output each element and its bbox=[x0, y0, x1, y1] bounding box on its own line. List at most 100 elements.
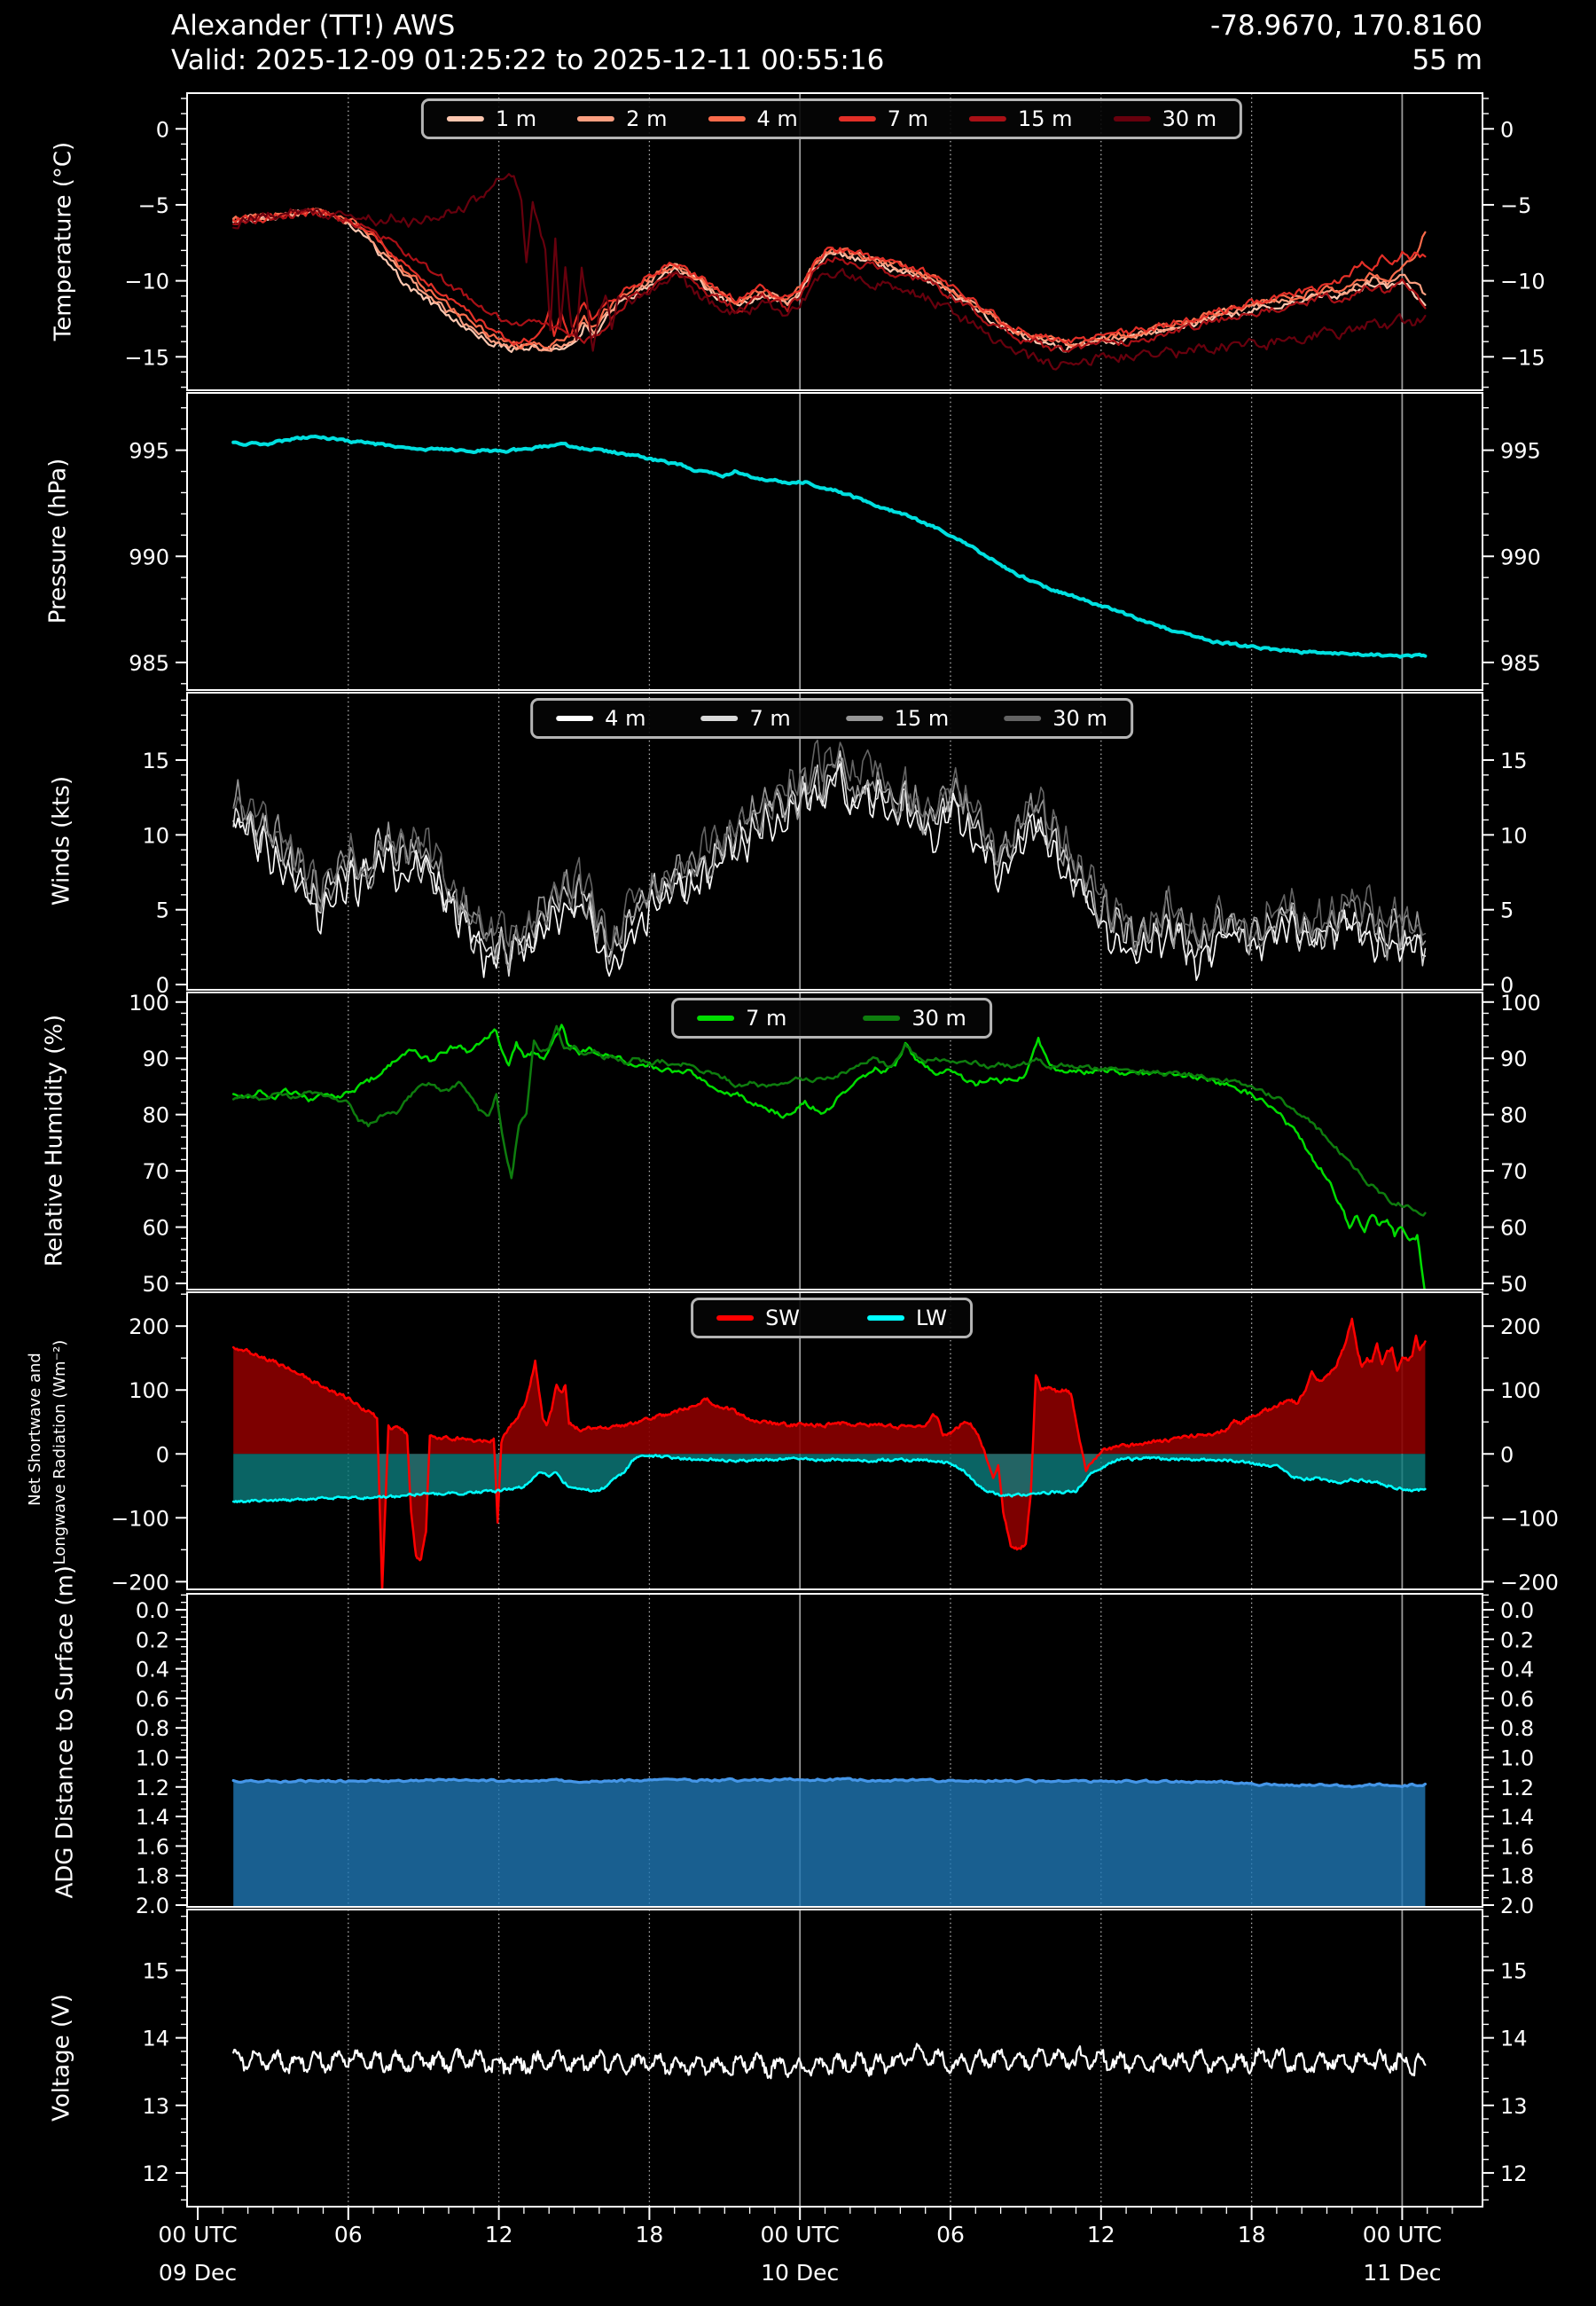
station-coordinates: -78.9670, 170.8160 bbox=[1209, 10, 1483, 42]
y-tick-label: 15 bbox=[142, 749, 169, 773]
ylabel-winds: Winds (kts) bbox=[48, 775, 75, 906]
y-tick-label: 2.0 bbox=[1500, 1894, 1534, 1918]
legend-label: 30 m bbox=[1052, 706, 1107, 731]
legend-item: 4 m bbox=[708, 106, 798, 131]
y-tick-label: −10 bbox=[1500, 270, 1545, 294]
y-tick-label: 200 bbox=[1500, 1314, 1541, 1339]
panel-pressure: 995 995 990 990 985 985 bbox=[129, 392, 1541, 691]
panel-border bbox=[186, 1909, 1483, 2208]
fill-adg-adg bbox=[233, 1778, 1426, 1907]
y-tick-label: 60 bbox=[142, 1216, 169, 1241]
legend-swatch bbox=[708, 116, 746, 122]
series-voltage-voltage bbox=[232, 2043, 1427, 2080]
series-humidity-7 m bbox=[231, 1024, 1426, 1290]
y-tick-label: 0.2 bbox=[1500, 1628, 1534, 1652]
legend-label: 4 m bbox=[605, 706, 646, 731]
y-tick-label: 200 bbox=[129, 1314, 169, 1339]
series-temperature-4 m bbox=[232, 208, 1427, 350]
legend-swatch bbox=[700, 716, 739, 721]
series-humidity-30 m bbox=[231, 1024, 1427, 1217]
x-tick-label: 18 bbox=[1237, 2222, 1266, 2247]
series-temperature-15 m bbox=[232, 208, 1427, 353]
y-tick-label: 0.2 bbox=[136, 1628, 169, 1652]
legend-swatch bbox=[1113, 116, 1151, 122]
legend-item: 15 m bbox=[845, 706, 949, 731]
legend-item: 7 m bbox=[700, 706, 791, 731]
legend-label: SW bbox=[765, 1306, 801, 1330]
legend-swatch bbox=[863, 1016, 901, 1021]
series-winds-15 m bbox=[232, 757, 1427, 968]
y-tick-label: 1.2 bbox=[1500, 1776, 1534, 1800]
y-tick-label: 1.0 bbox=[136, 1745, 169, 1770]
ylabel-temperature: Temperature (°C) bbox=[50, 141, 77, 341]
legend-item: 7 m bbox=[697, 1006, 786, 1031]
x-tick-label: 12 bbox=[484, 2222, 513, 2247]
y-tick-label: 1.8 bbox=[136, 1864, 169, 1889]
panel-radiation: 200 200 100 100 0 0 −100 −100 −200 −200 bbox=[111, 1291, 1559, 1595]
legend-winds: 4 m 7 m 15 m 30 m bbox=[530, 698, 1133, 739]
y-tick-label: 12 bbox=[142, 2161, 169, 2186]
y-tick-label: 15 bbox=[1500, 1959, 1528, 1984]
legend-humidity: 7 m 30 m bbox=[671, 998, 992, 1039]
ylabel-humidity: Relative Humidity (%) bbox=[41, 1014, 68, 1267]
x-tick-label: 12 bbox=[1086, 2222, 1115, 2247]
series-pressure-pressure bbox=[231, 435, 1428, 659]
y-tick-label: −15 bbox=[124, 345, 169, 370]
legend-item: 30 m bbox=[863, 1006, 966, 1031]
legend-item: 2 m bbox=[577, 106, 667, 131]
series-temperature-2 m bbox=[232, 208, 1427, 352]
legend-radiation: SW LW bbox=[691, 1298, 973, 1338]
legend-label: LW bbox=[916, 1306, 947, 1330]
y-tick-label: 60 bbox=[1500, 1216, 1528, 1241]
series-temperature-7 m bbox=[232, 208, 1427, 346]
y-tick-label: 995 bbox=[129, 439, 169, 464]
panel-border bbox=[186, 1291, 1483, 1590]
x-tick-label: 00 UTC bbox=[1362, 2222, 1443, 2247]
x-tick-label: 00 UTC bbox=[760, 2222, 840, 2247]
legend-swatch bbox=[1004, 716, 1042, 721]
y-tick-label: 0.0 bbox=[1500, 1598, 1534, 1623]
panel-humidity: 100 100 90 90 80 80 70 70 60 60 50 50 bbox=[129, 991, 1541, 1297]
y-tick-label: 70 bbox=[1500, 1159, 1528, 1184]
y-tick-label: 1.2 bbox=[136, 1776, 169, 1800]
panel-border bbox=[186, 692, 1483, 991]
y-tick-label: 100 bbox=[129, 991, 169, 1016]
x-tick-sublabel: 11 Dec bbox=[1363, 2260, 1442, 2286]
legend-item: 30 m bbox=[1113, 106, 1217, 131]
y-tick-label: 0 bbox=[1500, 973, 1514, 998]
legend-swatch bbox=[867, 1315, 905, 1321]
y-tick-label: 0 bbox=[1500, 117, 1514, 142]
panel-adg: 0.0 0.0 0.2 0.2 0.4 0.4 0.6 0.6 0.8 0.8 1.0 1.0 1.2 1… bbox=[136, 1593, 1534, 1918]
station-elevation: 55 m bbox=[1412, 44, 1483, 76]
y-tick-label: 0 bbox=[156, 117, 169, 142]
legend-label: 7 m bbox=[749, 706, 791, 731]
y-tick-label: 50 bbox=[1500, 1272, 1528, 1297]
legend-item: LW bbox=[867, 1306, 947, 1330]
x-tick-label: 06 bbox=[333, 2222, 363, 2247]
fill-radiation-LW bbox=[233, 1454, 1426, 1502]
legend-swatch bbox=[845, 716, 883, 721]
y-tick-label: −200 bbox=[111, 1570, 169, 1595]
legend-item: SW bbox=[716, 1306, 800, 1330]
legend-label: 2 m bbox=[626, 106, 668, 131]
legend-swatch bbox=[446, 116, 484, 122]
panel-winds: 15 15 10 10 5 5 0 0 bbox=[142, 692, 1528, 998]
ylabel-radiation-line1: Net Shortwave and bbox=[26, 1353, 44, 1506]
x-tick-sublabel: 10 Dec bbox=[761, 2260, 840, 2286]
y-tick-label: 14 bbox=[142, 2027, 169, 2051]
y-tick-label: 0.8 bbox=[1500, 1716, 1534, 1741]
legend-swatch bbox=[556, 716, 594, 721]
legend-swatch bbox=[969, 116, 1007, 122]
legend-item: 7 m bbox=[838, 106, 928, 131]
y-tick-label: 15 bbox=[142, 1959, 169, 1984]
legend-item: 15 m bbox=[969, 106, 1073, 131]
y-tick-label: 90 bbox=[142, 1047, 169, 1071]
series-adg-adg bbox=[231, 1777, 1427, 1789]
y-tick-label: 1.4 bbox=[136, 1805, 169, 1830]
y-tick-label: −15 bbox=[1500, 345, 1545, 370]
y-tick-label: 70 bbox=[142, 1159, 169, 1184]
y-tick-label: −100 bbox=[1500, 1506, 1559, 1531]
y-tick-label: 0.4 bbox=[1500, 1658, 1534, 1682]
y-tick-label: 0 bbox=[156, 1442, 169, 1467]
